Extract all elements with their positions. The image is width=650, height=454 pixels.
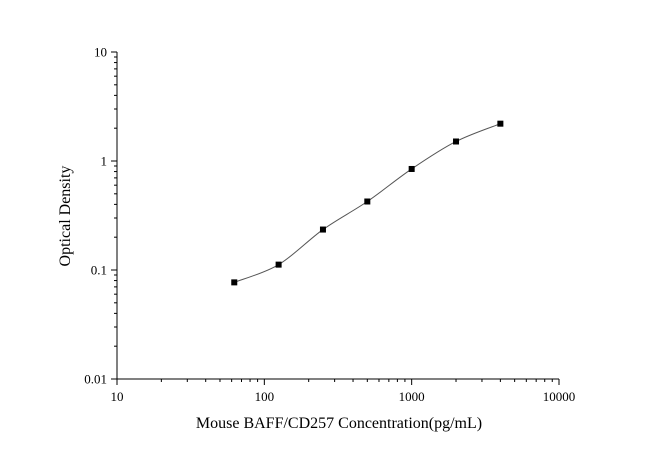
data-point (453, 138, 460, 145)
plot-area: 0.01 0.1 1 10 10 100 1000 10000 (84, 45, 575, 405)
data-points (231, 120, 504, 286)
y-tick-label: 1 (101, 154, 108, 169)
x-tick-label: 100 (255, 389, 275, 404)
y-axis-title: Optical Density (57, 166, 74, 267)
y-tick-label: 0.01 (84, 372, 107, 387)
data-point (319, 226, 326, 233)
data-point (231, 279, 238, 286)
x-tick-label: 10000 (543, 389, 576, 404)
x-tick-label: 1000 (399, 389, 425, 404)
data-point (275, 261, 282, 268)
x-ticks: 10 100 1000 10000 (111, 379, 576, 404)
x-axis-title: Mouse BAFF/CD257 Concentration(pg/mL) (196, 415, 482, 432)
data-point (497, 120, 504, 127)
y-ticks: 0.01 0.1 1 10 (84, 45, 117, 387)
x-tick-label: 10 (111, 389, 124, 404)
data-point (364, 198, 371, 205)
data-point (408, 165, 415, 172)
y-tick-label: 10 (94, 45, 107, 60)
y-tick-label: 0.1 (91, 263, 107, 278)
